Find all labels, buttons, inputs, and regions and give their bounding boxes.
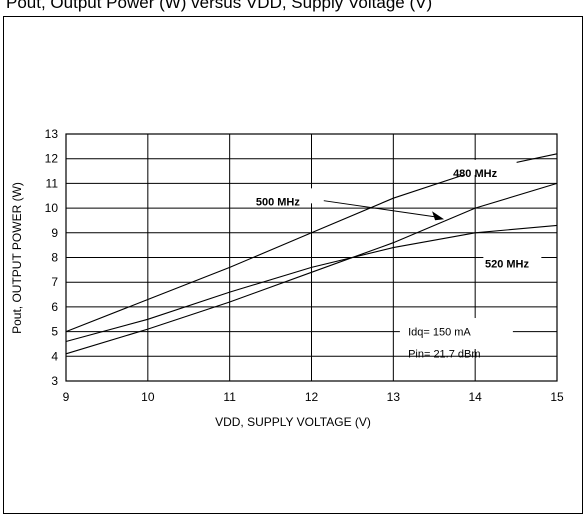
y-tick-label: 6 — [51, 300, 58, 314]
x-tick-label: 9 — [63, 390, 70, 404]
x-tick-label: 10 — [141, 390, 155, 404]
series-labels: 480 MHz 500 MHz 520 MHz Idq= 150 mA Pin= 21.… — [252, 159, 542, 361]
y-tick-label: 4 — [51, 349, 58, 363]
label-arrowhead — [432, 211, 445, 221]
series-label-500mhz: 500 MHz — [256, 197, 301, 209]
label-background — [252, 188, 319, 204]
series-500mhz-line — [65, 182, 558, 355]
y-tick-label: 12 — [45, 152, 59, 166]
series-label-480mhz: 480 MHz — [453, 168, 498, 180]
x-tick-label: 13 — [387, 390, 401, 404]
series-520mhz-line — [65, 224, 558, 343]
x-tick-label: 15 — [550, 390, 564, 404]
y-axis-label: Pout, OUTPUT POWER (W) — [10, 182, 24, 334]
y-tick-label: 10 — [45, 201, 59, 215]
y-tick-label: 9 — [51, 226, 58, 240]
annotation-idq: Idq= 150 mA — [408, 326, 471, 338]
x-axis-label: VDD, SUPPLY VOLTAGE (V) — [215, 415, 371, 429]
x-tick-label: 11 — [223, 390, 236, 404]
chart-frame: 3 4 5 6 7 8 9 10 11 12 13 9 10 11 12 13 14 15 480 MHz 500 … — [3, 16, 583, 514]
plot-border — [65, 133, 558, 382]
label-background — [450, 159, 517, 175]
y-tick-label: 5 — [51, 325, 58, 339]
label-background — [399, 318, 513, 350]
y-tick-label: 8 — [51, 251, 58, 265]
y-tick-label: 7 — [51, 275, 58, 289]
y-tick-label: 13 — [45, 127, 59, 141]
grid-layer — [65, 133, 558, 382]
y-tick-label: 3 — [51, 374, 58, 388]
figure-caption: Pout, Output Power (W) versus VDD, Suppl… — [6, 0, 433, 12]
annotation-pin: Pin= 21.7 dBm — [408, 349, 480, 361]
tick-labels: 3 4 5 6 7 8 9 10 11 12 13 9 10 11 12 13 14 15 — [45, 127, 564, 404]
series-label-520mhz: 520 MHz — [485, 258, 530, 270]
y-tick-label: 11 — [46, 176, 59, 190]
x-tick-label: 14 — [468, 390, 482, 404]
label-background — [483, 250, 542, 266]
label-arrow-line — [323, 200, 439, 218]
chart-svg: 3 4 5 6 7 8 9 10 11 12 13 9 10 11 12 13 14 15 480 MHz 500 … — [10, 127, 564, 429]
x-tick-label: 12 — [305, 390, 319, 404]
